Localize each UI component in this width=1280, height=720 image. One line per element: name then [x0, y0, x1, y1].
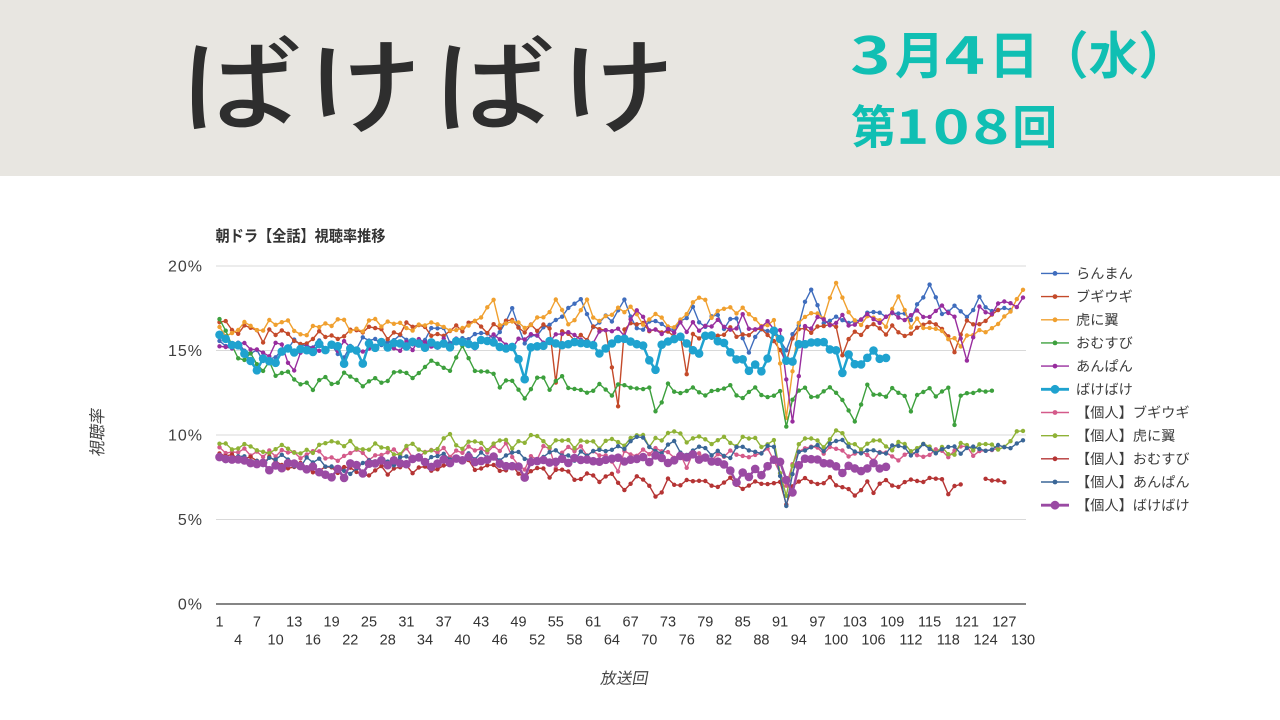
svg-text:13: 13 [286, 615, 302, 631]
svg-text:130: 130 [1011, 633, 1035, 649]
svg-text:79: 79 [697, 615, 713, 631]
svg-text:52: 52 [529, 633, 545, 649]
svg-text:10%: 10% [168, 428, 203, 445]
svg-text:121: 121 [955, 615, 979, 631]
svg-text:25: 25 [361, 615, 377, 631]
svg-text:7: 7 [253, 615, 261, 631]
svg-text:88: 88 [753, 633, 769, 649]
svg-text:40: 40 [454, 633, 470, 649]
svg-text:49: 49 [510, 615, 526, 631]
svg-text:10: 10 [268, 633, 284, 649]
svg-text:46: 46 [492, 633, 508, 649]
svg-text:67: 67 [623, 615, 639, 631]
svg-text:82: 82 [716, 633, 732, 649]
svg-text:70: 70 [641, 633, 657, 649]
svg-text:124: 124 [973, 633, 997, 649]
svg-text:43: 43 [473, 615, 489, 631]
svg-text:103: 103 [843, 615, 867, 631]
svg-text:100: 100 [824, 633, 848, 649]
svg-text:85: 85 [735, 615, 751, 631]
svg-text:97: 97 [809, 615, 825, 631]
svg-text:112: 112 [899, 633, 922, 649]
svg-text:109: 109 [880, 615, 904, 631]
svg-text:34: 34 [417, 633, 433, 649]
svg-text:19: 19 [324, 615, 340, 631]
svg-text:20%: 20% [168, 259, 203, 276]
svg-text:22: 22 [342, 633, 358, 649]
svg-text:91: 91 [772, 615, 788, 631]
svg-text:73: 73 [660, 615, 676, 631]
svg-text:31: 31 [398, 615, 414, 631]
svg-text:94: 94 [791, 633, 807, 649]
svg-text:58: 58 [566, 633, 582, 649]
svg-text:106: 106 [861, 633, 885, 649]
svg-text:1: 1 [215, 615, 223, 631]
svg-text:16: 16 [305, 633, 321, 649]
svg-text:55: 55 [548, 615, 564, 631]
svg-text:28: 28 [380, 633, 396, 649]
svg-text:64: 64 [604, 633, 620, 649]
svg-text:37: 37 [436, 615, 452, 631]
svg-text:127: 127 [992, 615, 1016, 631]
svg-text:115: 115 [918, 615, 941, 631]
svg-text:76: 76 [679, 633, 695, 649]
svg-text:0%: 0% [178, 597, 203, 614]
svg-text:4: 4 [234, 633, 242, 649]
svg-text:61: 61 [585, 615, 601, 631]
svg-text:118: 118 [937, 633, 960, 649]
svg-text:15%: 15% [168, 343, 203, 360]
svg-text:5%: 5% [178, 512, 203, 529]
